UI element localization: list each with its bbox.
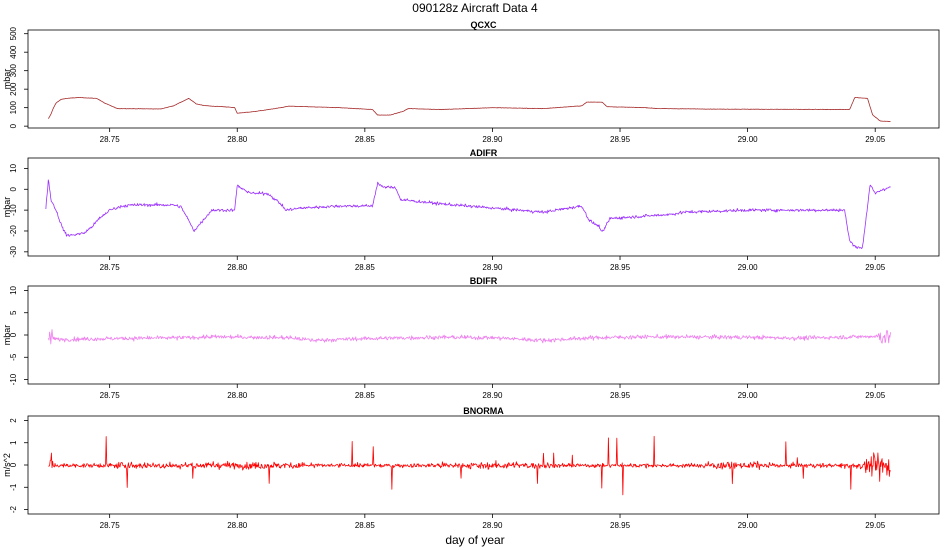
- plot-frame: [27, 157, 940, 257]
- series-line: [45, 179, 891, 249]
- y-tick-label: 300: [9, 63, 18, 77]
- x-tick-label: 28.75: [100, 263, 121, 272]
- plot-frame: [27, 285, 940, 385]
- y-tick-label: 5: [9, 310, 18, 315]
- x-tick-label: 29.05: [865, 135, 886, 144]
- y-axis-label: mbar: [2, 325, 12, 346]
- x-tick-label: 28.80: [227, 135, 248, 144]
- y-tick-label: -20: [9, 225, 18, 237]
- series-line: [48, 329, 891, 345]
- x-tick-label: 28.80: [227, 521, 248, 530]
- y-tick-label: -2: [9, 505, 18, 513]
- y-tick-label: 100: [9, 100, 18, 114]
- panel-adifr: ADIFR mbar -30 -20 -10 0 10 28.75 28.80 28.85 28.9…: [2, 148, 940, 272]
- panel-qcxc: QCXC mbar 0 100 200 300 400 500 28.75 28.80 28.85 2…: [2, 20, 940, 144]
- y-tick-label: 1: [9, 440, 18, 445]
- x-tick-label: 28.90: [482, 135, 503, 144]
- x-axis-label: day of year: [445, 533, 504, 547]
- x-tick-label: 28.90: [482, 263, 503, 272]
- x-tick-label: 29.05: [865, 391, 886, 400]
- x-tick-label: 29.00: [738, 391, 759, 400]
- panel-title: ADIFR: [470, 148, 498, 158]
- x-tick-label: 28.75: [100, 521, 121, 530]
- y-axis-label: m/s^2: [2, 453, 12, 477]
- y-tick-label: 10: [9, 285, 18, 294]
- figure-title: 090128z Aircraft Data 4: [412, 1, 538, 15]
- x-tick-label: 28.95: [610, 521, 631, 530]
- y-tick-label: -5: [9, 353, 18, 361]
- x-tick-label: 28.85: [355, 135, 376, 144]
- series-line: [48, 435, 891, 496]
- y-tick-label: 0: [9, 187, 18, 192]
- y-axis-label: mbar: [2, 69, 12, 90]
- x-tick-label: 28.95: [610, 263, 631, 272]
- y-tick-label: 0: [9, 123, 18, 128]
- x-tick-label: 28.90: [482, 521, 503, 530]
- y-tick-label: 500: [9, 26, 18, 40]
- series-line: [48, 96, 891, 123]
- plot-frame: [27, 29, 940, 129]
- x-tick-label: 28.85: [355, 263, 376, 272]
- y-tick-label: -10: [9, 204, 18, 216]
- y-tick-label: 0: [9, 332, 18, 337]
- y-tick-label: 400: [9, 45, 18, 59]
- x-tick-label: 29.00: [738, 263, 759, 272]
- x-tick-label: 29.00: [738, 135, 759, 144]
- x-tick-label: 28.95: [610, 391, 631, 400]
- panel-bnorma: BNORMA m/s^2 -2 -1 0 1 2 28.75 28.80 28.85 28.90 28…: [2, 406, 940, 530]
- panel-title: BNORMA: [463, 406, 504, 416]
- x-tick-label: 28.80: [227, 391, 248, 400]
- y-tick-label: 10: [9, 163, 18, 172]
- x-tick-label: 29.00: [738, 521, 759, 530]
- y-axis-label: mbar: [2, 197, 12, 218]
- x-tick-label: 28.85: [355, 521, 376, 530]
- y-tick-label: -1: [9, 483, 18, 491]
- y-tick-label: 2: [9, 418, 18, 423]
- x-tick-label: 28.75: [100, 135, 121, 144]
- y-tick-label: 0: [9, 462, 18, 467]
- x-tick-label: 28.95: [610, 135, 631, 144]
- x-tick-label: 29.05: [865, 521, 886, 530]
- panel-title: QCXC: [470, 20, 497, 30]
- x-tick-label: 28.85: [355, 391, 376, 400]
- x-tick-label: 28.90: [482, 391, 503, 400]
- x-tick-label: 28.80: [227, 263, 248, 272]
- panel-title: BDIFR: [470, 276, 498, 286]
- x-tick-label: 29.05: [865, 263, 886, 272]
- x-tick-label: 28.75: [100, 391, 121, 400]
- y-tick-label: 200: [9, 82, 18, 96]
- y-tick-label: -10: [9, 373, 18, 385]
- y-tick-label: -30: [9, 245, 18, 257]
- panel-bdifr: BDIFR mbar -10 -5 0 5 10 28.75 28.80 28.85 28.90 28…: [2, 276, 940, 400]
